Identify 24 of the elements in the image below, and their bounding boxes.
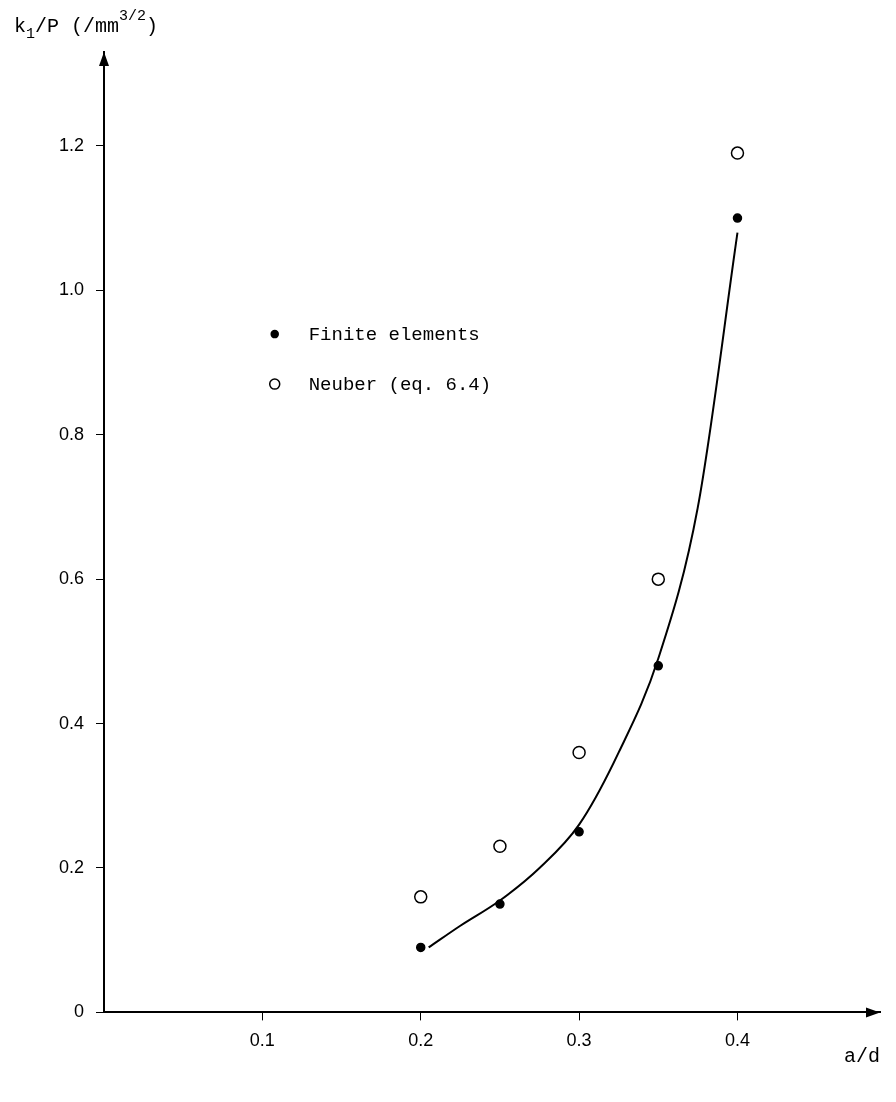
point xyxy=(574,827,584,837)
point xyxy=(415,942,426,953)
legend-label: Neuber (eq. 6.4) xyxy=(308,374,492,397)
y-tick-label: 0.4 xyxy=(58,712,84,733)
x-axis-title: a/d xyxy=(843,1045,880,1069)
point xyxy=(493,839,507,854)
y-tick-label: 1.2 xyxy=(58,134,84,155)
x-tick-label: 0.1 xyxy=(249,1030,275,1051)
y-tick-label: 0 xyxy=(73,1001,84,1022)
x-tick-label: 0.3 xyxy=(566,1030,592,1051)
y-tick-label: 0.2 xyxy=(58,856,84,877)
x-tick-label: 0.4 xyxy=(724,1030,750,1051)
point xyxy=(730,146,745,160)
point xyxy=(495,899,505,909)
y-tick-label: 1.0 xyxy=(58,279,84,300)
x-tick-label: 0.2 xyxy=(408,1030,434,1051)
point xyxy=(653,661,664,671)
point xyxy=(651,572,666,586)
point xyxy=(732,213,743,223)
y-tick-label: 0.8 xyxy=(58,423,84,444)
point xyxy=(572,745,586,760)
y-tick-label: 0.6 xyxy=(58,568,84,589)
point xyxy=(413,890,428,904)
legend-label: Finite elements xyxy=(308,324,480,347)
